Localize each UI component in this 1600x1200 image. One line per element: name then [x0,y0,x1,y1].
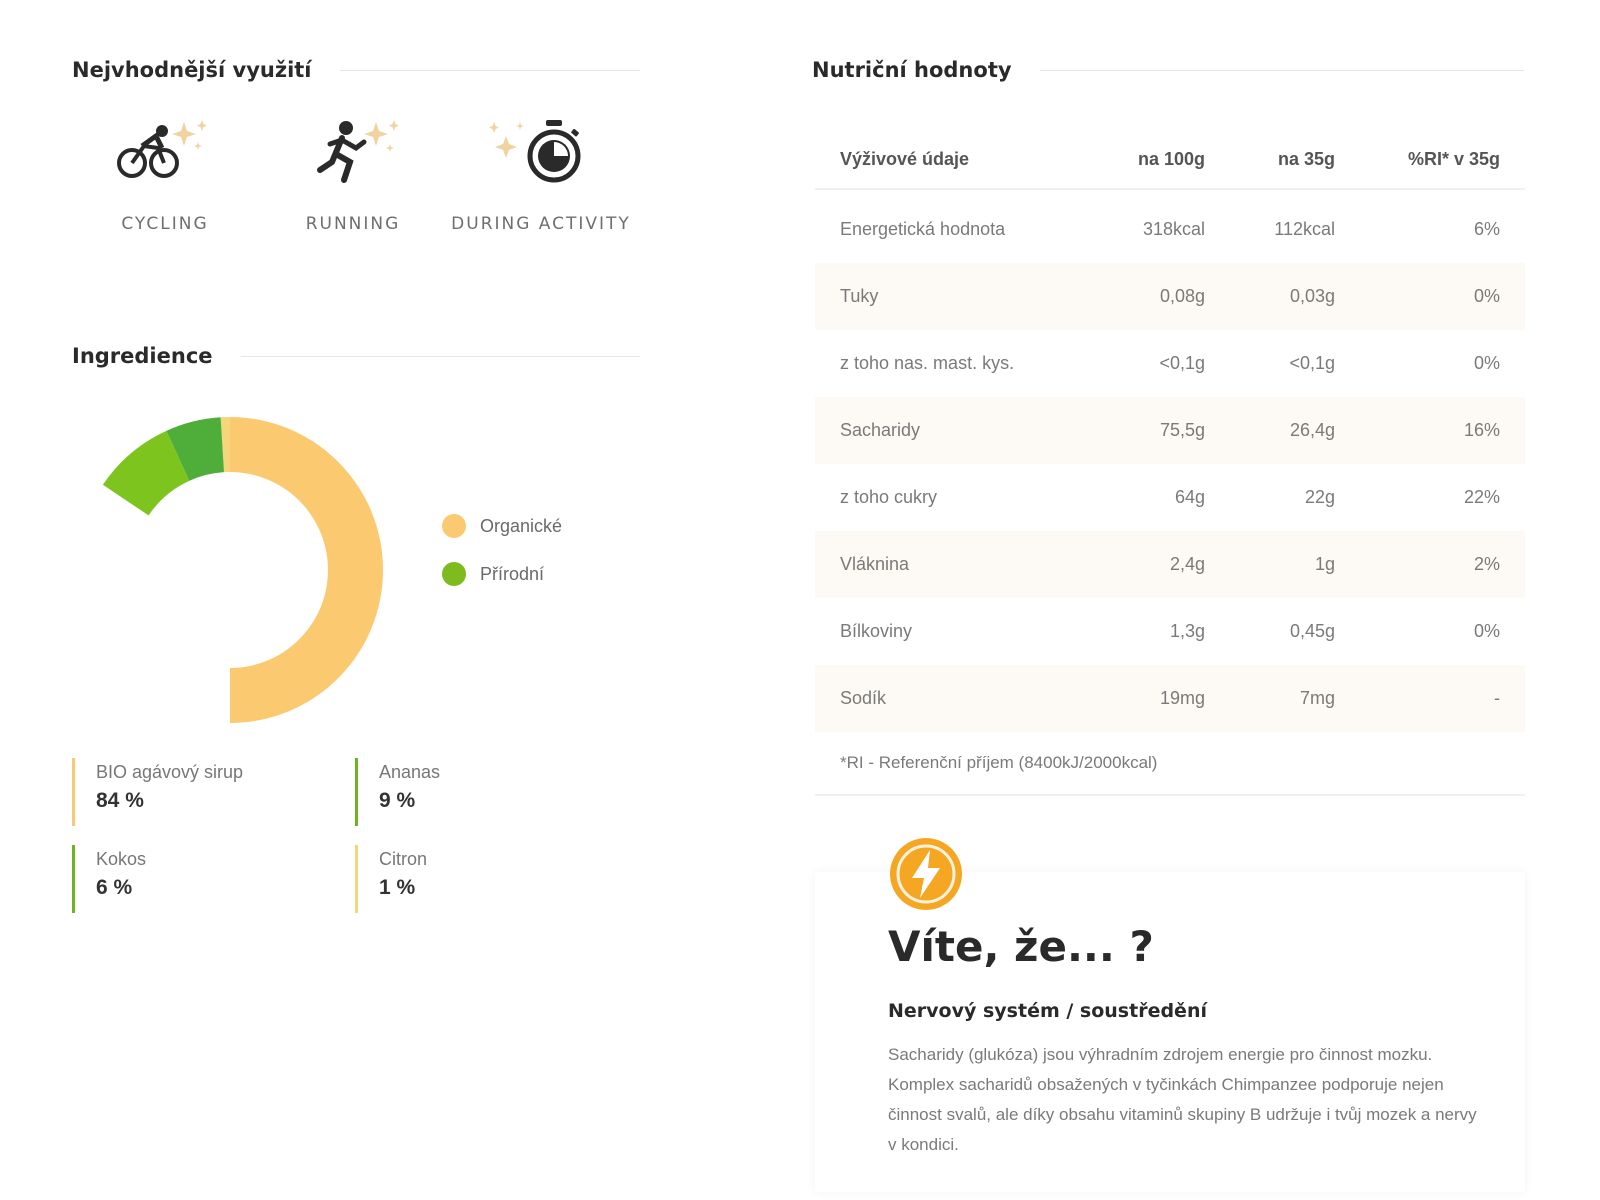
ingredient-item: Kokos 6 % [72,845,312,915]
table-row: Sacharidy 75,5g 26,4g 16% [815,397,1525,464]
legend-label: Přírodní [480,563,545,584]
value-per-35g: 7mg [1299,688,1335,708]
donut-segment-kokos [166,417,225,481]
column-header: na 100g [1137,148,1205,169]
nutrient-name: Energetická hodnota [840,219,1006,239]
value-per-35g: 22g [1304,487,1335,507]
ingredient-name: BIO agávový sirup [96,762,244,782]
stopwatch-icon [489,120,581,183]
usage-title: Nejvhodnější využití [72,58,312,82]
ingredient-item: Ananas 9 % [355,758,595,828]
value-per-100g: 75,5g [1159,420,1205,440]
did-you-know-card [815,872,1525,1192]
ingredient-item: Citron 1 % [355,845,595,915]
nutrition-table: Výživové údaje na 100g na 35g %RI* v 35g… [815,130,1525,796]
legend-dot-natural [442,562,466,586]
ingredient-bar [72,758,75,826]
ingredient-bar [355,758,358,826]
column-header: Výživové údaje [840,148,970,169]
usage-item-cycling: CYCLING [70,118,260,234]
nutrient-name: Tuky [840,286,879,306]
nutrient-name: Bílkoviny [840,621,913,641]
nutrition-section-title: Nutriční hodnoty [812,58,1524,82]
ri-percent: 6% [1473,219,1500,239]
table-row: Tuky 0,08g 0,03g 0% [815,263,1525,330]
legend-item-organic: Organické [442,514,562,538]
nutrient-name: Sacharidy [840,420,921,440]
ri-percent: - [1494,688,1500,708]
ri-percent: 0% [1473,353,1500,373]
column-header: na 35g [1277,148,1335,169]
ingredients-title: Ingredience [72,344,213,368]
ri-percent: 0% [1473,286,1500,306]
table-row: Vláknina 2,4g 1g 2% [815,531,1525,598]
value-per-100g: 2,4g [1169,554,1205,574]
table-row: z toho cukry 64g 22g 22% [815,464,1525,531]
value-per-100g: 0,08g [1159,286,1205,306]
usage-label: CYCLING [121,214,209,234]
usage-section-title: Nejvhodnější využití [72,58,640,82]
ingredient-item: BIO agávový sirup 84 % [72,758,312,828]
table-row: Sodík 19mg 7mg - [815,665,1525,732]
ingredient-percent: 1 % [379,876,416,899]
ri-footnote: *RI - Referenční příjem (8400kJ/2000kcal… [815,732,1525,796]
value-per-35g: <0,1g [1289,353,1335,373]
title-divider [240,355,640,357]
donut-segment-citron [220,417,230,473]
title-divider [339,69,640,71]
legend-label: Organické [480,515,563,536]
ri-percent: 22% [1463,487,1500,507]
ingredient-percent: 6 % [96,876,133,899]
ri-percent: 0% [1473,621,1500,641]
ri-percent: 16% [1463,420,1500,440]
column-header: %RI* v 35g [1407,148,1500,169]
ingredient-name: Citron [379,849,428,869]
usage-label: DURING ACTIVITY [451,214,631,234]
usage-label: RUNNING [305,214,401,234]
table-row: Energetická hodnota 318kcal 112kcal 6% [815,196,1525,263]
nutrient-name: Sodík [840,688,887,708]
legend-dot-organic [442,514,466,538]
legend-item-natural: Přírodní [442,562,562,586]
ingredient-percent: 84 % [96,789,144,812]
value-per-35g: 1g [1314,554,1335,574]
ingredient-name: Kokos [96,849,147,869]
cycling-icon [117,120,207,178]
nutrient-name: Vláknina [840,554,910,574]
value-per-100g: 19mg [1159,688,1205,708]
donut-segment-bio-agave [230,417,383,723]
value-per-100g: 1,3g [1169,621,1205,641]
lightning-icon [890,838,962,910]
value-per-100g: 318kcal [1142,219,1205,239]
ingredient-percent: 9 % [379,789,416,812]
running-icon [317,120,399,183]
ingredients-section-title: Ingredience [72,344,640,368]
ingredient-bar [355,845,358,913]
value-per-100g: 64g [1174,487,1205,507]
table-row: Bílkoviny 1,3g 0,45g 0% [815,598,1525,665]
value-per-100g: <0,1g [1159,353,1205,373]
chart-legend: Organické Přírodní [442,514,562,610]
value-per-35g: 0,45g [1289,621,1335,641]
table-header-row: Výživové údaje na 100g na 35g %RI* v 35g [815,130,1525,190]
did-you-know-subtitle: Nervový systém / soustředění [888,1000,1207,1022]
value-per-35g: 112kcal [1274,219,1335,239]
table-row: z toho nas. mast. kys. <0,1g <0,1g 0% [815,330,1525,397]
ingredient-name: Ananas [379,762,441,782]
ri-percent: 2% [1473,554,1500,574]
did-you-know-text: Sacharidy (glukóza) jsou výhradním zdroj… [888,1045,1477,1154]
title-divider [1039,69,1524,71]
ingredients-donut-chart [102,417,383,723]
did-you-know-title: Víte, že... ? [888,922,1154,971]
nutrition-title: Nutriční hodnoty [812,58,1012,82]
donut-segment-ananas [102,430,190,516]
nutrient-name: z toho cukry [840,487,938,507]
ingredient-bar [72,845,75,913]
nutrient-name: z toho nas. mast. kys. [840,353,1015,373]
usage-item-during-activity: DURING ACTIVITY [446,118,636,234]
usage-item-running: RUNNING [258,118,448,234]
value-per-35g: 26,4g [1289,420,1335,440]
value-per-35g: 0,03g [1289,286,1335,306]
